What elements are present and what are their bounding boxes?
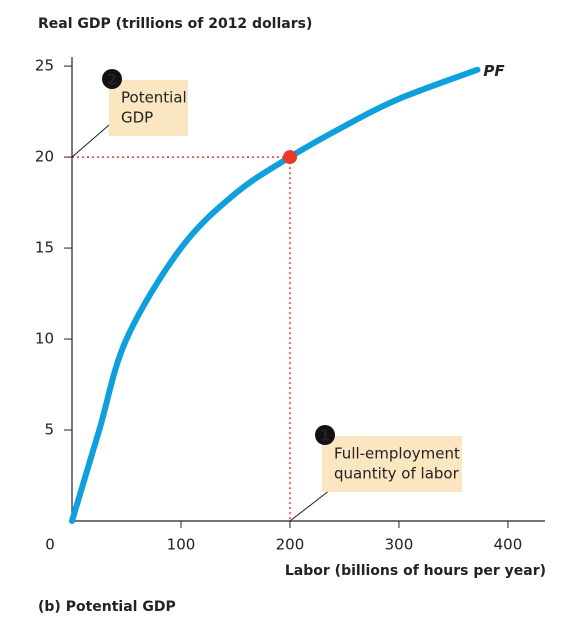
series-label: PF [483,62,505,80]
annotation-leader [71,124,110,158]
y-tick-label: 25 [35,57,54,75]
y-tick-label: 5 [44,421,54,439]
x-tick-label: 400 [494,536,523,554]
caption: (b) Potential GDP [38,599,176,615]
y-tick-label: 20 [35,148,54,166]
x-axis-title: Labor (billions of hours per year) [285,563,546,579]
annotation-text: Potential [121,89,187,107]
x-tick-label: 300 [385,536,414,554]
y-tick-label: 15 [35,239,54,257]
x-tick-label: 200 [276,536,305,554]
x-tick-label: 0 [45,536,55,554]
annotation-text: Full-employment [334,445,460,463]
annotation-leader [289,489,331,522]
highlight-point [282,150,297,165]
annotation-badge [102,69,122,89]
annotation-text: GDP [121,109,153,127]
series-line [69,66,481,524]
y-axis-title: Real GDP (trillions of 2012 dollars) [38,16,312,32]
annotation-number: 1 [320,427,330,445]
annotation-badge [315,425,335,445]
annotation-box [109,80,188,136]
y-tick-label: 10 [35,330,54,348]
annotation-number: 2 [107,71,117,89]
annotation-box [322,436,462,492]
annotation-text: quantity of labor [334,465,460,483]
x-tick-label: 100 [167,536,196,554]
